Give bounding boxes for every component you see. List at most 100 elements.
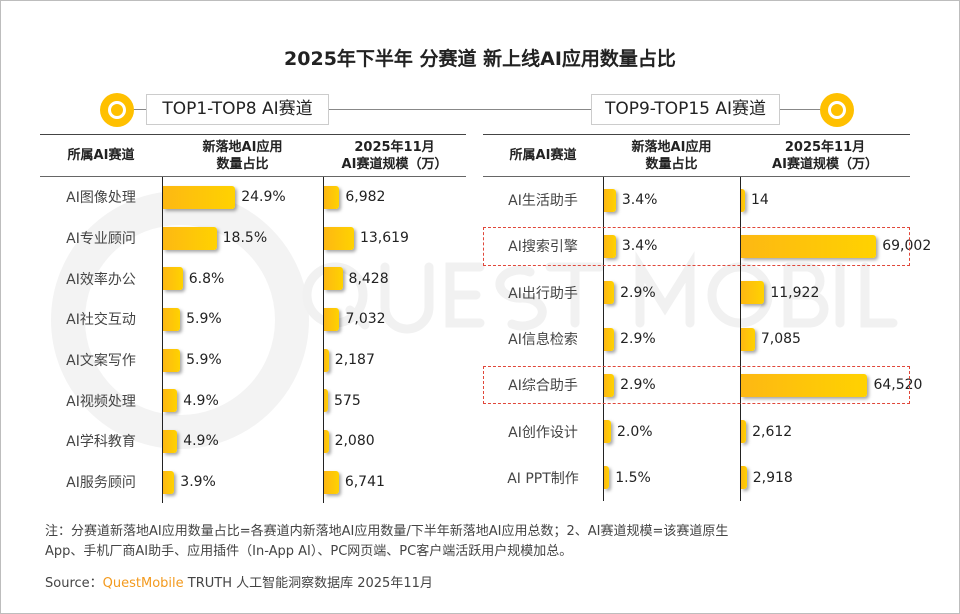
track-name: AI社交互动	[66, 312, 136, 329]
scale-cell: 8,428	[323, 258, 466, 300]
header-scale-line1: 2025年11月	[354, 139, 435, 155]
share-cell: 4.9%	[162, 380, 323, 422]
share-bar	[604, 327, 615, 351]
track-name: AI图像处理	[66, 190, 136, 207]
header-share-line2: 数量占比	[645, 156, 698, 172]
track-name: AI创作设计	[508, 424, 578, 441]
footer: 注：分赛道新落地AI应用数量占比=各赛道内新落地AI应用数量/下半年新落地AI应…	[45, 522, 945, 593]
section-title-right: TOP9-TOP15 AI赛道	[591, 94, 780, 125]
scale-cell: 14	[740, 177, 910, 224]
scale-cell: 6,982	[323, 177, 466, 218]
track-name: AI效率办公	[66, 271, 136, 288]
scale-cell: 575	[323, 380, 466, 422]
table-row: AI视频处理 4.9% 575	[40, 380, 466, 422]
header-track: 所属AI赛道	[67, 148, 135, 163]
table-row: AI效率办公 6.8% 8,428	[40, 258, 466, 300]
header-scale-line2: AI赛道规模（万）	[341, 156, 448, 172]
share-label: 4.9%	[183, 392, 219, 409]
share-bar	[163, 267, 183, 291]
table-row: AI搜索引擎 3.4% 69,002	[483, 223, 931, 270]
share-bar	[163, 226, 217, 250]
share-label: 5.9%	[186, 311, 222, 328]
share-label: 1.5%	[615, 469, 651, 486]
share-label: 18.5%	[222, 230, 268, 247]
share-bar	[163, 389, 178, 413]
track-name: AI出行助手	[508, 285, 578, 302]
header-scale-line2: AI赛道规模（万）	[772, 156, 878, 172]
scale-bar	[741, 373, 868, 397]
source: Source：QuestMobile TRUTH 人工智能洞察数据库 2025年…	[45, 575, 945, 593]
scale-bar	[324, 307, 340, 331]
share-label: 3.4%	[621, 238, 658, 255]
share-bar	[604, 420, 611, 444]
footnote-line-2: App、手机厂商AI助手、应用插件（In-App AI）、PC网页端、PC客户端…	[45, 544, 573, 559]
scale-label: 13,619	[359, 230, 409, 247]
track-name: AI文案写作	[66, 353, 136, 370]
table-row: AI学科教育 4.9% 2,080	[40, 421, 466, 462]
share-bar	[604, 466, 610, 490]
header-track: 所属AI赛道	[509, 148, 577, 163]
source-brand: QuestMobile	[102, 576, 184, 591]
scale-cell: 2,612	[740, 408, 910, 455]
share-cell: 3.4%	[603, 223, 740, 270]
table-row: AI服务顾问 3.9% 6,741	[40, 461, 466, 503]
table-row: AI PPT制作 1.5% 2,918	[483, 454, 910, 502]
header-scale: 2025年11月 AI赛道规模（万）	[323, 139, 466, 173]
share-label: 6.8%	[188, 270, 225, 287]
scale-cell: 13,619	[323, 217, 466, 259]
share-cell: 1.5%	[603, 454, 740, 502]
table-row: AI社交互动 5.9% 7,032	[40, 299, 466, 340]
share-cell: 3.4%	[603, 177, 740, 224]
scale-cell: 11,922	[740, 269, 910, 316]
track-name: AI PPT制作	[507, 470, 579, 487]
section-divider-line	[120, 109, 840, 110]
scale-bar	[741, 327, 755, 351]
share-bar	[604, 281, 615, 305]
table-row: AI综合助手 2.9% 64,520	[483, 362, 922, 409]
share-bar	[604, 373, 615, 397]
share-cell: 6.8%	[162, 258, 323, 300]
source-rest: TRUTH 人工智能洞察数据库 2025年11月	[183, 576, 433, 591]
share-bar	[163, 307, 181, 331]
table-header: 所属AI赛道 新落地AI应用 数量占比 2025年11月 AI赛道规模（万）	[483, 135, 910, 177]
share-label: 3.9%	[180, 474, 216, 491]
share-label: 2.0%	[617, 423, 653, 440]
scale-label: 2,612	[752, 423, 793, 440]
share-bar	[163, 429, 178, 453]
table-row: AI生活助手 3.4% 14	[483, 177, 910, 224]
chart-title: 2025年下半年 分赛道 新上线AI应用数量占比	[284, 48, 676, 70]
header-share-line1: 新落地AI应用	[202, 139, 283, 155]
track-name: AI专业顾问	[66, 231, 136, 248]
header-scale: 2025年11月 AI赛道规模（万）	[740, 139, 910, 173]
scale-label: 6,982	[345, 189, 386, 206]
footnote-line-1: 注：分赛道新落地AI应用数量占比=各赛道内新落地AI应用数量/下半年新落地AI应…	[45, 524, 729, 539]
header-share: 新落地AI应用 数量占比	[603, 139, 740, 173]
scale-cell: 7,032	[323, 299, 466, 340]
share-bar	[163, 185, 236, 209]
scale-label: 2,918	[752, 469, 793, 486]
share-cell: 24.9%	[162, 177, 323, 218]
header-share-line1: 新落地AI应用	[631, 139, 712, 155]
scale-bar	[324, 470, 339, 494]
scale-cell: 6,741	[323, 461, 466, 503]
scale-label: 64,520	[873, 377, 923, 394]
badge-icon-right	[820, 93, 854, 127]
table-row: AI图像处理 24.9% 6,982	[40, 177, 466, 218]
table-row: AI专业顾问 18.5% 13,619	[40, 217, 466, 259]
table-top1-8: 所属AI赛道 新落地AI应用 数量占比 2025年11月 AI赛道规模（万） AI图…	[40, 134, 466, 503]
scale-bar	[324, 226, 354, 250]
scale-cell: 2,080	[323, 421, 466, 462]
scale-bar	[741, 466, 747, 490]
share-bar	[163, 348, 181, 372]
scale-bar	[324, 267, 343, 291]
scale-bar	[324, 185, 340, 209]
scale-label: 8,428	[348, 270, 389, 287]
share-bar	[604, 188, 616, 212]
table-row: AI创作设计 2.0% 2,612	[483, 408, 910, 455]
table-row: AI出行助手 2.9% 11,922	[483, 269, 910, 316]
scale-bar	[741, 420, 747, 444]
share-label: 2.9%	[620, 284, 656, 301]
table-row: AI信息检索 2.9% 7,085	[483, 315, 910, 363]
track-name: AI视频处理	[66, 393, 136, 410]
badge-icon-left	[100, 93, 134, 127]
